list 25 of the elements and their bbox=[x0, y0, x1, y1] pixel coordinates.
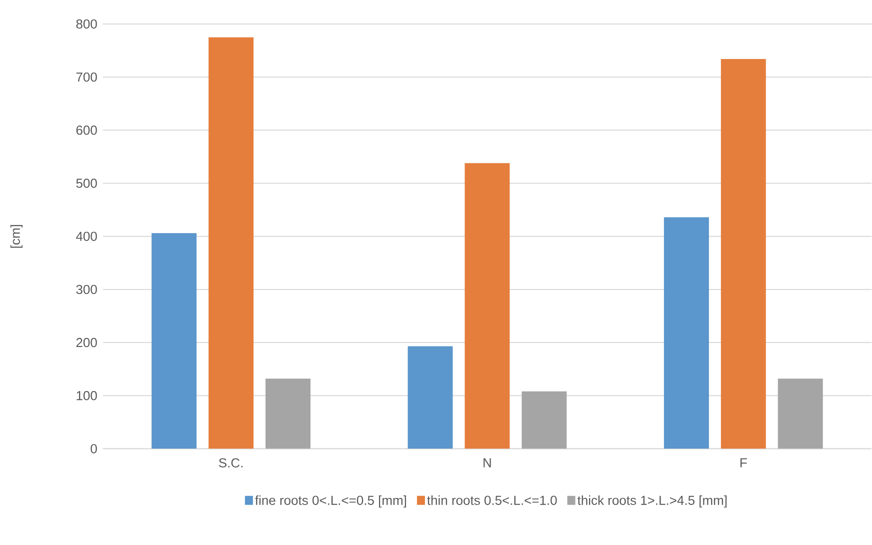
bar bbox=[778, 378, 823, 449]
bar bbox=[720, 59, 766, 449]
legend-label: fine roots 0<.L.<=0.5 [mm] bbox=[255, 496, 406, 508]
y-tick-label: 300 bbox=[76, 285, 97, 294]
legend-label: thick roots 1>.L.>4.5 [mm] bbox=[578, 496, 727, 508]
y-tick-label: 200 bbox=[76, 338, 97, 348]
bar bbox=[208, 37, 254, 449]
y-tick-label: 100 bbox=[76, 391, 97, 400]
bar bbox=[464, 163, 510, 449]
bar bbox=[522, 392, 567, 449]
y-tick-label: 600 bbox=[76, 126, 97, 135]
y-tick-label: 500 bbox=[76, 178, 97, 188]
bar bbox=[664, 217, 709, 449]
x-tick-label: F bbox=[740, 458, 747, 468]
y-tick-label: 0 bbox=[90, 444, 97, 454]
y-axis-title: [cm] bbox=[10, 225, 23, 248]
y-tick-label: 700 bbox=[76, 72, 97, 82]
x-tick-label: S.C. bbox=[219, 458, 242, 468]
y-tick-label: 400 bbox=[76, 232, 97, 242]
legend-label: thin roots 0.5<.L.<=1.0 bbox=[427, 496, 557, 506]
bar bbox=[266, 378, 310, 449]
bar bbox=[408, 346, 453, 449]
bar bbox=[152, 233, 197, 449]
x-tick-label: N bbox=[484, 458, 491, 468]
y-tick-label: 800 bbox=[76, 20, 97, 29]
